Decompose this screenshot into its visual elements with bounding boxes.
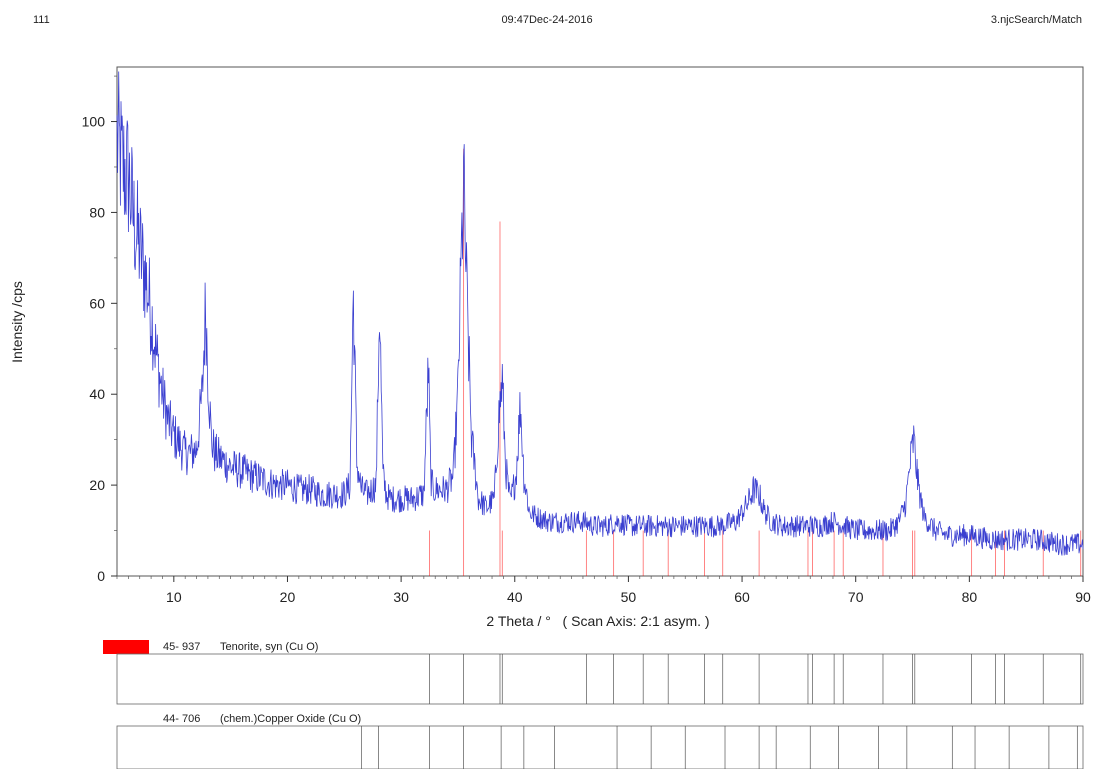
pattern-id: 45- 937 [163,641,200,653]
y-tick-label: 100 [82,114,106,130]
pattern-id: 44- 706 [163,713,200,725]
x-tick-label: 90 [1075,589,1091,605]
y-tick-label: 60 [89,295,105,311]
report-number: 111 [33,14,50,26]
y-tick-label: 80 [89,204,105,220]
x-tick-label: 20 [280,589,296,605]
x-axis-label: 2 Theta / ° ( Scan Axis: 2:1 asym. ) [486,613,709,629]
report-title: 3.njcSearch/Match [990,14,1082,26]
pattern-color-swatch [103,640,149,654]
y-tick-label: 40 [89,386,105,402]
x-tick-label: 40 [507,589,523,605]
y-tick-label: 20 [89,477,105,493]
x-tick-label: 60 [734,589,750,605]
x-tick-label: 50 [621,589,637,605]
pattern-strip [116,725,1084,769]
pattern-name: Tenorite, syn (Cu O) [220,641,318,653]
report-timestamp: 09:47Dec-24-2016 [501,14,593,26]
x-tick-label: 80 [962,589,978,605]
y-axis-label: Intensity /cps [9,281,25,363]
pattern-strip [116,653,1084,705]
x-tick-label: 30 [393,589,409,605]
diffraction-trace [116,71,1084,556]
y-tick-label: 0 [97,568,105,584]
pattern-name: (chem.)Copper Oxide (Cu O) [220,713,361,725]
x-tick-label: 10 [166,589,182,605]
x-tick-label: 70 [848,589,864,605]
plot-frame [116,66,1084,577]
